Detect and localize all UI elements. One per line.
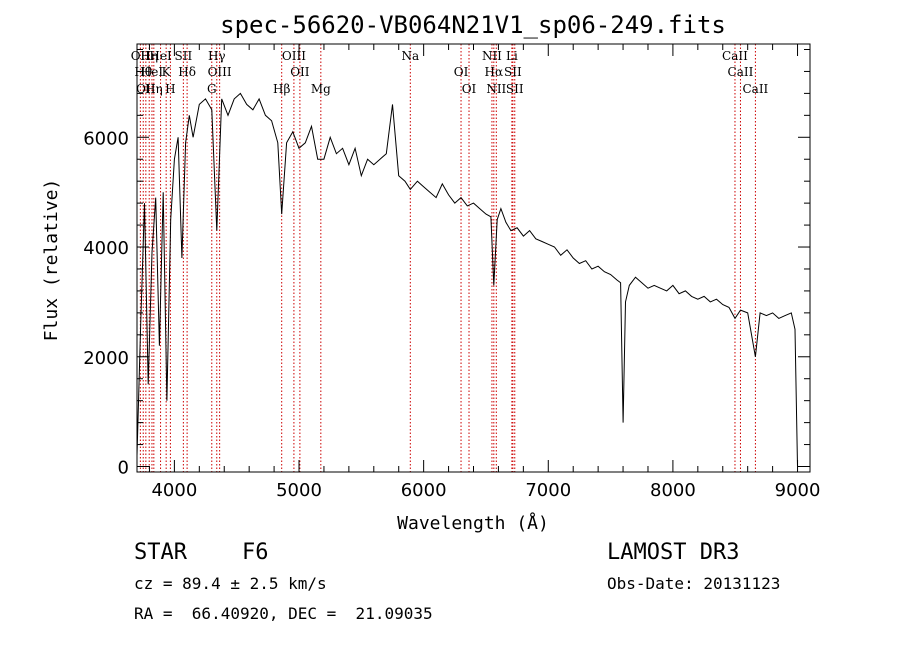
spectral-line-label: HeI [149, 49, 172, 63]
spectrum-line [136, 92, 798, 467]
x-tick-label: 9000 [775, 480, 821, 501]
spectral-line-labels: OIIHθOIIHηHeIHηHeIKHSIIHδGHγOIIIHβOIIIOI… [131, 49, 769, 96]
y-tick-label: 2000 [83, 348, 129, 369]
spectral-line-label: NII [486, 82, 506, 96]
spectral-line-label: HeI [141, 65, 164, 79]
x-tick-label: 4000 [151, 480, 197, 501]
chart-title: spec-56620-VB064N21V1_sp06-249.fits [220, 11, 726, 39]
object-class: STAR [134, 540, 187, 565]
axis-ticks: 4000 5000 6000 7000 8000 9000 0 2000 4000 6000 [83, 44, 820, 501]
y-tick-label: 6000 [83, 128, 129, 149]
spectral-line-label: Hγ [208, 49, 226, 63]
spectral-line-label: H [165, 82, 175, 96]
spectral-line-markers [139, 44, 756, 472]
spectral-line-label: Hη [145, 82, 163, 96]
x-tick-label: 8000 [650, 480, 696, 501]
spectral-line-label: NII [482, 49, 502, 63]
spectral-line-label: SII [175, 49, 193, 63]
spectral-line-label: Hη [140, 49, 158, 63]
x-axis-label: Wavelength (Å) [397, 512, 549, 534]
spectral-line-label: Hα [485, 65, 504, 79]
spectral-line-label: CaII [722, 49, 748, 63]
y-tick-label: 4000 [83, 238, 129, 259]
spectral-line-label: OIII [208, 65, 232, 79]
object-subclass: F6 [242, 540, 269, 565]
spectral-line-label: Hβ [273, 82, 290, 96]
survey-name: LAMOST DR3 [607, 540, 740, 565]
spectral-line-label: OII [136, 82, 156, 96]
observation-date: Obs-Date: 20131123 [607, 574, 781, 593]
y-tick-label: 0 [118, 458, 129, 479]
coordinates: RA = 66.40920, DEC = 21.09035 [134, 604, 433, 623]
spectral-line-label: OII [131, 49, 151, 63]
spectral-line-label: SII [504, 65, 522, 79]
spectral-line-label: OI [454, 65, 469, 79]
y-axis-label: Flux (relative) [41, 179, 62, 342]
spectral-line-label: Hδ [178, 65, 196, 79]
spectral-line-label: Li [506, 49, 518, 63]
x-tick-label: 7000 [525, 480, 571, 501]
x-tick-label: 5000 [276, 480, 322, 501]
x-tick-label: 6000 [401, 480, 447, 501]
plot-frame [136, 43, 811, 473]
spectral-line-label: Mg [311, 82, 331, 96]
spectral-line-label: Hθ [134, 65, 152, 79]
redshift-velocity: cz = 89.4 ± 2.5 km/s [134, 574, 327, 593]
spectral-line-label: OI [462, 82, 477, 96]
spectral-line-label: OIII [282, 49, 306, 63]
spectral-line-label: CaII [742, 82, 768, 96]
spectral-line-label: K [162, 65, 172, 79]
spectral-line-label: Na [401, 49, 419, 63]
spectral-line-label: OII [290, 65, 310, 79]
spectral-line-label: SII [506, 82, 524, 96]
spectral-line-label: G [207, 82, 217, 96]
spectral-line-label: CaII [728, 65, 754, 79]
